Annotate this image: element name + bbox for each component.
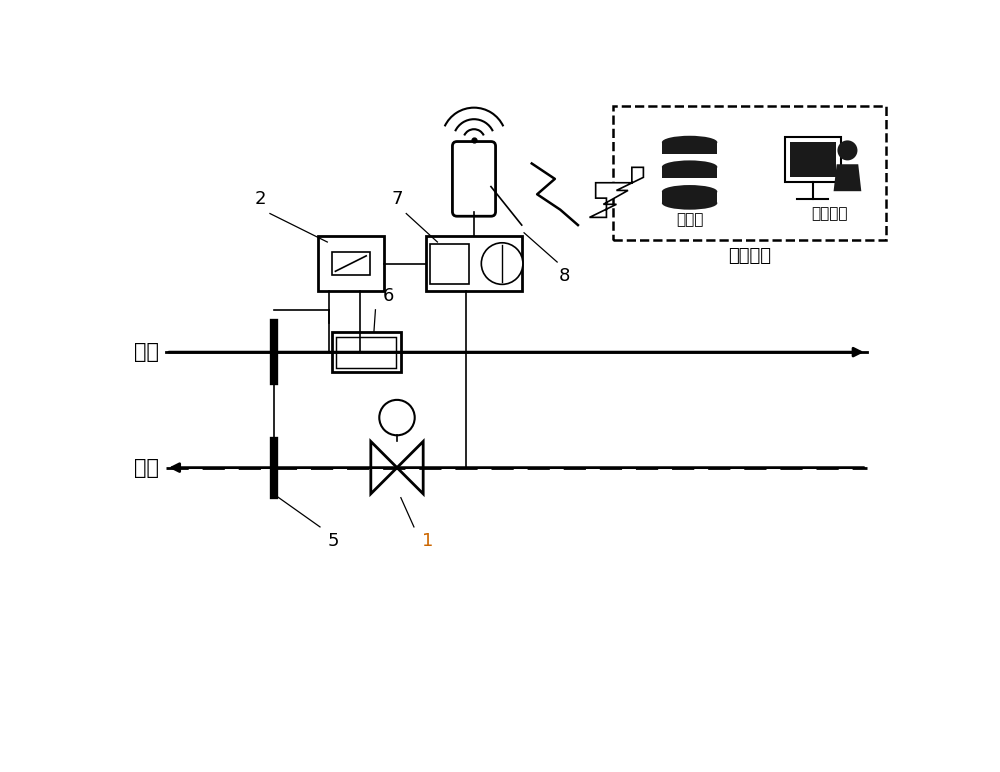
Circle shape bbox=[481, 242, 523, 284]
Bar bbox=[790, 142, 836, 178]
Text: 7: 7 bbox=[391, 190, 403, 208]
Bar bbox=[662, 142, 717, 154]
Circle shape bbox=[837, 141, 857, 161]
Bar bbox=[662, 191, 717, 203]
Ellipse shape bbox=[662, 197, 717, 210]
Text: 显示终端: 显示终端 bbox=[811, 207, 848, 222]
Text: 2: 2 bbox=[254, 190, 266, 208]
Text: 5: 5 bbox=[328, 532, 339, 550]
Polygon shape bbox=[397, 442, 423, 494]
Text: 1: 1 bbox=[422, 532, 433, 550]
Polygon shape bbox=[590, 168, 643, 218]
Text: 6: 6 bbox=[383, 287, 395, 305]
Ellipse shape bbox=[662, 136, 717, 149]
Bar bbox=[318, 236, 384, 291]
Bar bbox=[662, 167, 717, 178]
Bar bbox=[426, 236, 522, 291]
Ellipse shape bbox=[662, 185, 717, 198]
Bar bbox=[336, 337, 396, 367]
Bar bbox=[332, 252, 370, 275]
Text: 服务器: 服务器 bbox=[676, 212, 703, 228]
Text: 供水: 供水 bbox=[134, 342, 159, 362]
Bar bbox=[785, 137, 841, 182]
Text: 8: 8 bbox=[559, 267, 571, 286]
Ellipse shape bbox=[662, 161, 717, 174]
Bar bbox=[613, 106, 886, 241]
FancyBboxPatch shape bbox=[452, 141, 496, 216]
Polygon shape bbox=[834, 164, 861, 191]
Bar bbox=[332, 332, 401, 372]
Polygon shape bbox=[371, 442, 397, 494]
Text: 回水: 回水 bbox=[134, 458, 159, 478]
Text: 监控平台: 监控平台 bbox=[728, 246, 771, 265]
Bar bbox=[430, 243, 469, 283]
Circle shape bbox=[379, 400, 415, 435]
